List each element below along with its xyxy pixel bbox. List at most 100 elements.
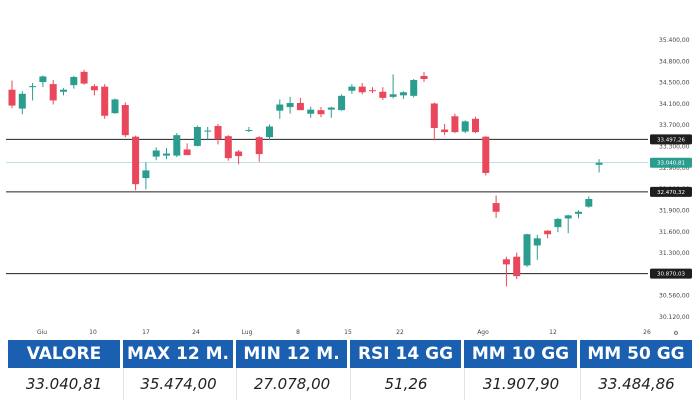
candle-body [286,102,294,108]
current-price-box [650,157,692,168]
candle-body [132,136,140,185]
stat-value: 27.078,00 [236,368,347,400]
stat-rsi-14gg: RSI 14 GG 51,26 [350,340,461,400]
candle-body [369,90,376,92]
candle-body [142,170,150,179]
stat-min-12m: MIN 12 M. 27.078,00 [236,340,347,400]
level-label-box [650,186,692,197]
x-tick-label: 22 [396,329,404,336]
candle-body [430,103,438,129]
stat-header: RSI 14 GG [350,340,461,368]
y-tick-label: 35.400,00 [659,37,690,44]
candle-body [389,94,397,97]
candle-body [266,126,273,138]
candle-body [399,92,407,96]
y-tick-label: 30.560,00 [659,293,690,300]
candle-body [204,130,212,132]
stat-valore: VALORE 33.040,81 [8,340,120,400]
x-tick-label: 26 [643,329,651,336]
stat-max-12m: MAX 12 M. 35.474,00 [123,340,233,400]
candle-body [461,121,469,132]
stats-table: VALORE 33.040,81 MAX 12 M. 35.474,00 MIN… [8,340,692,400]
candle-body [564,215,572,219]
candle-body [173,135,181,156]
y-tick-label: 34.100,00 [659,101,690,108]
candle-body [472,118,479,133]
candle-body [523,234,531,266]
stat-value: 33.484,86 [580,368,692,400]
x-tick-label: 24 [192,329,200,336]
candle-body [441,129,449,133]
candle-body [224,136,232,159]
candle-body [214,125,222,140]
candle-body [420,75,428,79]
candle-body [235,151,243,157]
x-tick-label: 15 [344,329,352,336]
stat-header: MM 50 GG [580,340,692,368]
price-chart: 35.400,00 34.800,00 34.500,00 34.100,00 33.7… [6,37,692,337]
level-label: 32.470,32 [657,190,685,196]
candle-body [29,86,37,88]
x-tick-label: 10 [89,329,97,336]
candle-body [90,86,98,91]
y-tick-label: 30.120,00 [659,314,690,321]
y-tick-label: 34.500,00 [659,80,690,87]
candle-body [338,95,346,111]
candle-body [410,80,418,96]
candle-body [152,150,160,157]
x-tick-label: Giu [37,329,47,336]
candle-body [70,76,78,86]
candle-body [307,109,315,114]
y-tick-label: 31.900,00 [659,207,690,214]
x-tick-label: 12 [549,329,557,336]
candle-body [39,76,47,83]
y-tick-label: 32.900,00 [659,165,690,172]
stat-value: 33.040,81 [8,368,120,400]
candle-body [379,91,387,98]
candle-body [296,102,304,111]
x-tick-label: 17 [142,329,150,336]
stat-header: MAX 12 M. [123,340,233,368]
current-price-label: 33.040,81 [657,161,685,167]
stat-value: 51,26 [350,368,461,400]
y-tick-label: 33.300,00 [659,144,690,151]
stat-header: VALORE [8,340,120,368]
candle-body [492,203,500,212]
candle-body [111,99,119,114]
candle-body [49,84,57,101]
level-label: 33.497,26 [657,137,685,143]
candle-body [245,130,253,132]
candle-body [101,86,109,116]
y-tick-label: 31.300,00 [659,250,690,257]
candle-body [80,71,88,84]
x-tick-label: 8 [296,329,300,336]
candle-body [60,89,67,92]
candle-body [513,256,521,277]
stat-value: 35.474,00 [123,368,233,400]
candle-body [451,116,459,133]
x-tick-label: Ago [477,329,489,336]
level-label-box [650,134,692,145]
candle-body [533,238,541,246]
stat-header: MM 10 GG [464,340,577,368]
stat-value: 31.907,90 [464,368,577,400]
candle-body [183,149,191,156]
stat-mm-50gg: MM 50 GG 33.484,86 [580,340,692,400]
candle-body [121,105,129,136]
candlestick-chart: 35.400,00 34.800,00 34.500,00 34.100,00 33.7… [6,37,692,337]
candle-body [502,259,510,265]
candle-body [348,86,356,91]
candle-body [8,89,16,106]
y-tick-label: 34.800,00 [659,58,690,65]
x-tick-label: Lug [242,329,253,336]
candle-body [595,162,603,165]
candle-body [18,93,26,109]
candle-body [317,110,325,115]
candle-body [585,199,593,207]
y-tick-label: 33.700,00 [659,122,690,129]
candle-body [163,153,170,156]
level-label-box [650,268,692,279]
level-label: 30.870,03 [657,272,685,278]
candle-body [255,137,263,155]
settings-icon: ⚙ [673,330,678,337]
